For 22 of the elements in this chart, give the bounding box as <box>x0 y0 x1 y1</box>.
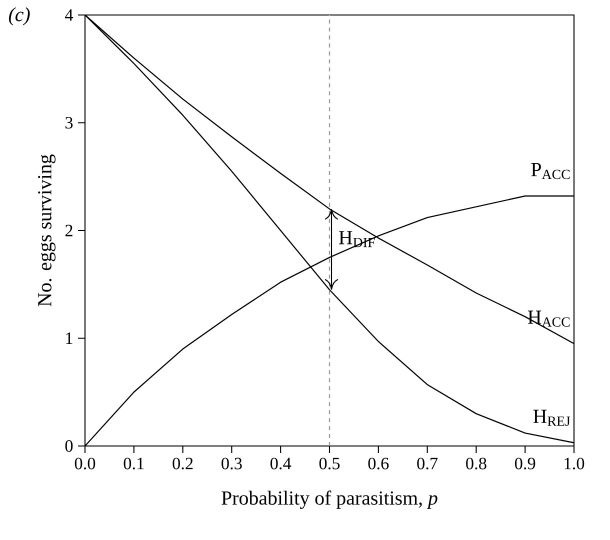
x-tick-label: 0.1 <box>124 458 144 470</box>
y-tick-label: 3 <box>66 116 73 129</box>
x-tick-label: 0.5 <box>319 458 340 470</box>
series-label: P$_{ACC}$ <box>531 163 570 180</box>
x-tick-label: 0.6 <box>368 458 389 470</box>
y-tick-label: 1 <box>66 332 72 344</box>
x-tick-label: 0.9 <box>514 458 536 470</box>
y-axis-title: No. eggs surviving <box>38 154 56 306</box>
x-tick-label: 0.3 <box>222 458 242 470</box>
x-tick-label: 0.8 <box>466 458 486 470</box>
x-tick-label: 0.0 <box>74 458 96 470</box>
x-tick-label: 0.7 <box>417 458 438 470</box>
x-axis-title: Probability of parasitism, p <box>222 490 438 509</box>
x-tick-label: 0.2 <box>172 458 193 470</box>
series-label: H$_{ACC}$ <box>528 310 570 327</box>
x-tick-label: 1.0 <box>564 458 584 470</box>
y-tick-label: 4 <box>65 9 74 21</box>
y-tick-label: 0 <box>65 440 73 452</box>
series-label: H$_{REJ}$ <box>533 410 570 426</box>
y-tick-label: 2 <box>65 224 72 236</box>
chart-title: (c) <box>8 7 30 26</box>
x-tick-label: 0.4 <box>270 458 292 470</box>
